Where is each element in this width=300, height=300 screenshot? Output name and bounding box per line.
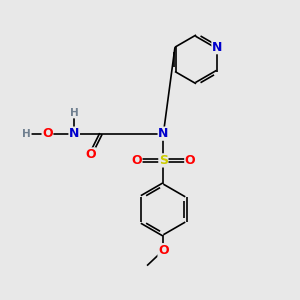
Text: H: H bbox=[22, 129, 31, 139]
Text: O: O bbox=[131, 154, 142, 167]
Text: O: O bbox=[42, 127, 53, 140]
Text: N: N bbox=[69, 127, 80, 140]
Text: H: H bbox=[70, 108, 79, 118]
Text: N: N bbox=[212, 41, 222, 54]
Text: N: N bbox=[158, 127, 169, 140]
Text: O: O bbox=[185, 154, 195, 167]
Text: S: S bbox=[159, 154, 168, 167]
Text: O: O bbox=[85, 148, 96, 161]
Text: O: O bbox=[158, 244, 169, 257]
